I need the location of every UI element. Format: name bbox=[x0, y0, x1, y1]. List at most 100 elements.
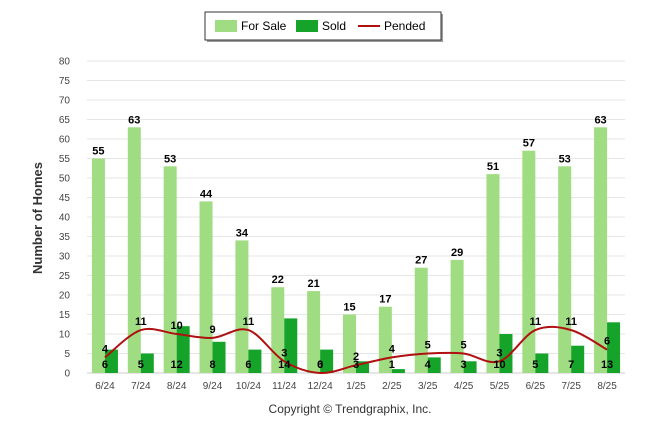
data-label-for-sale: 17 bbox=[379, 294, 391, 306]
data-label-pended: 10 bbox=[171, 320, 183, 332]
data-label-pended: 4 bbox=[389, 343, 396, 355]
bar-for-sale bbox=[486, 174, 500, 373]
data-label-pended: 5 bbox=[461, 340, 467, 352]
y-tick-label: 5 bbox=[64, 349, 70, 360]
data-label-sold: 8 bbox=[209, 359, 215, 371]
data-label-sold: 7 bbox=[568, 359, 574, 371]
bar-sold bbox=[391, 369, 405, 373]
y-tick-label: 10 bbox=[59, 330, 71, 341]
y-tick-label: 45 bbox=[59, 193, 71, 204]
legend-box bbox=[204, 11, 442, 41]
bar-sold bbox=[284, 318, 298, 373]
y-axis-title: Number of Homes bbox=[30, 162, 45, 274]
data-label-sold: 13 bbox=[601, 359, 613, 371]
data-label-for-sale: 21 bbox=[308, 278, 320, 290]
bar-for-sale bbox=[127, 127, 141, 373]
x-tick-label: 7/25 bbox=[561, 381, 581, 392]
y-tick-label: 30 bbox=[59, 252, 71, 263]
data-label-pended: 11 bbox=[135, 316, 147, 328]
x-tick-label: 7/24 bbox=[131, 381, 151, 392]
copyright-footer: Copyright © Trendgraphix, Inc. bbox=[269, 402, 432, 416]
bar-for-sale bbox=[414, 267, 428, 373]
x-tick-label: 9/24 bbox=[203, 381, 223, 392]
x-tick-label: 8/25 bbox=[597, 381, 617, 392]
data-label-sold: 5 bbox=[138, 359, 144, 371]
bar-sold bbox=[248, 349, 262, 373]
data-label-pended: 9 bbox=[209, 324, 215, 336]
data-label-for-sale: 29 bbox=[451, 247, 463, 259]
data-label-for-sale: 27 bbox=[415, 255, 427, 267]
x-tick-label: 5/25 bbox=[490, 381, 510, 392]
data-label-sold: 6 bbox=[102, 359, 108, 371]
bar-for-sale bbox=[378, 306, 392, 373]
bar-sold bbox=[356, 361, 369, 373]
data-label-sold: 3 bbox=[353, 359, 359, 371]
data-label-pended: 4 bbox=[102, 343, 109, 355]
x-tick-label: 1/25 bbox=[346, 381, 366, 392]
x-tick-label: 4/25 bbox=[454, 381, 474, 392]
legend-swatch-for-sale bbox=[215, 20, 237, 32]
legend-label: For Sale bbox=[241, 19, 287, 33]
x-axis: 6/24 7/24 8/24 9/24 10/24 11/24 12/24 1/25 2/25 3… bbox=[95, 381, 617, 392]
bar-for-sale bbox=[558, 166, 572, 373]
bar-for-sale bbox=[163, 166, 177, 373]
bar-sold bbox=[176, 326, 190, 373]
data-label-pended: 11 bbox=[530, 316, 542, 328]
x-tick-label: 12/24 bbox=[308, 381, 333, 392]
bar-sold bbox=[571, 345, 585, 373]
x-tick-label: 6/24 bbox=[95, 381, 115, 392]
y-tick-label: 40 bbox=[59, 213, 71, 224]
bar-sold bbox=[499, 334, 513, 373]
y-tick-label: 0 bbox=[64, 369, 70, 380]
data-label-sold: 14 bbox=[278, 359, 291, 371]
data-label-pended: 3 bbox=[496, 347, 502, 359]
y-tick-label: 80 bbox=[59, 57, 71, 68]
y-tick-label: 20 bbox=[59, 291, 71, 302]
data-label-for-sale: 44 bbox=[200, 188, 213, 200]
data-label-pended: 11 bbox=[565, 316, 577, 328]
x-tick-label: 10/24 bbox=[236, 381, 261, 392]
pended-line bbox=[104, 325, 608, 375]
data-label-for-sale: 63 bbox=[594, 114, 606, 126]
data-label-sold: 4 bbox=[425, 359, 432, 371]
y-tick-label: 60 bbox=[59, 135, 71, 146]
bar-for-sale bbox=[235, 240, 249, 373]
data-labels: 5566355312448346221421615317127429351105… bbox=[92, 114, 613, 371]
bar-sold bbox=[320, 349, 334, 373]
data-label-for-sale: 34 bbox=[236, 227, 249, 239]
legend-swatch-sold bbox=[296, 20, 318, 32]
bar-sold bbox=[535, 353, 549, 373]
data-label-sold: 12 bbox=[171, 359, 183, 371]
bar-for-sale bbox=[522, 150, 536, 373]
x-tick-label: 11/24 bbox=[272, 381, 297, 392]
y-axis: 0 5 10 15 20 25 30 35 40 45 50 55 60 65 70 75 80 bbox=[59, 57, 71, 380]
data-label-for-sale: 22 bbox=[272, 274, 284, 286]
data-label-for-sale: 51 bbox=[487, 161, 499, 173]
data-label-for-sale: 57 bbox=[523, 138, 535, 150]
data-label-for-sale: 53 bbox=[164, 153, 176, 165]
bar-for-sale bbox=[307, 291, 321, 373]
data-label-for-sale: 55 bbox=[92, 146, 104, 158]
y-tick-label: 75 bbox=[59, 76, 71, 87]
legend-label: Sold bbox=[322, 19, 346, 33]
data-label-sold: 6 bbox=[317, 359, 323, 371]
bars bbox=[91, 127, 621, 373]
bar-sold bbox=[463, 361, 477, 373]
y-tick-label: 70 bbox=[59, 96, 71, 107]
pended-line-path bbox=[104, 325, 608, 375]
data-label-pended: 3 bbox=[281, 347, 287, 359]
data-label-sold: 5 bbox=[532, 359, 538, 371]
data-label-pended: 2 bbox=[353, 351, 359, 363]
data-label-pended: 0 bbox=[317, 359, 323, 371]
legend: For Sale Sold Pended bbox=[204, 11, 443, 42]
y-tick-label: 55 bbox=[59, 154, 71, 165]
y-tick-label: 65 bbox=[59, 115, 71, 126]
x-tick-label: 6/25 bbox=[526, 381, 546, 392]
bar-for-sale bbox=[450, 259, 464, 373]
data-label-sold: 6 bbox=[245, 359, 251, 371]
data-label-pended: 6 bbox=[604, 336, 610, 348]
legend-label: Pended bbox=[384, 19, 425, 33]
bar-for-sale bbox=[271, 287, 285, 373]
